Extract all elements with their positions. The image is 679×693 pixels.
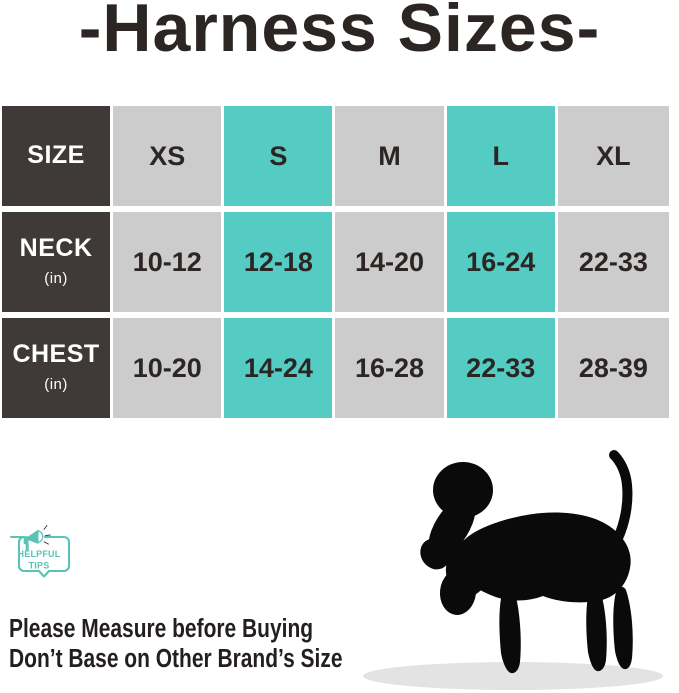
svg-text:HELPFUL: HELPFUL — [18, 549, 61, 559]
svg-text:TIPS: TIPS — [29, 561, 50, 571]
